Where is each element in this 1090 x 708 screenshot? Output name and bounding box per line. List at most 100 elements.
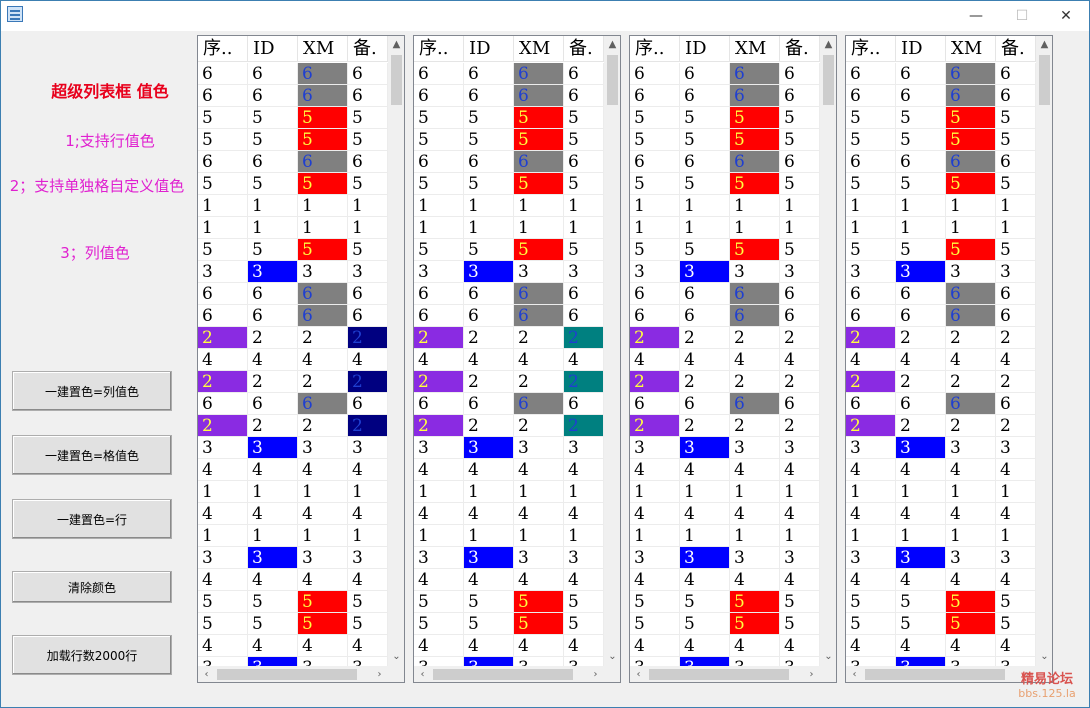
table-cell[interactable]: 4 [248,503,298,525]
table-cell[interactable]: 4 [780,349,820,371]
table-cell[interactable]: 3 [198,437,248,459]
table-cell[interactable]: 1 [514,525,564,547]
table-cell[interactable]: 4 [348,503,388,525]
table-cell[interactable]: 1 [730,217,780,239]
table-cell[interactable]: 2 [680,327,730,349]
table-cell[interactable]: 6 [946,63,996,85]
table-cell[interactable]: 6 [514,283,564,305]
table-cell[interactable]: 6 [680,85,730,107]
horizontal-scrollbar[interactable]: ‹ › [630,666,820,682]
table-cell[interactable]: 5 [680,129,730,151]
vertical-scrollbar[interactable]: ▲ ⌄ [388,36,404,666]
table-cell[interactable]: 3 [414,261,464,283]
table-cell[interactable]: 3 [464,437,514,459]
table-cell[interactable]: 6 [514,305,564,327]
table-cell[interactable]: 6 [630,283,680,305]
scroll-left-icon[interactable]: ‹ [636,669,641,680]
table-cell[interactable]: 3 [780,437,820,459]
table-cell[interactable]: 2 [630,327,680,349]
table-cell[interactable]: 5 [414,173,464,195]
table-cell[interactable]: 4 [630,349,680,371]
table-cell[interactable]: 5 [348,173,388,195]
table-cell[interactable]: 2 [298,415,348,437]
table-cell[interactable]: 2 [780,371,820,393]
table-cell[interactable]: 4 [946,635,996,657]
scroll-down-icon[interactable]: ⌄ [1040,651,1049,662]
table-cell[interactable]: 2 [348,327,388,349]
table-cell[interactable]: 5 [730,591,780,613]
table-cell[interactable]: 1 [680,525,730,547]
column-header[interactable]: 备. [564,36,604,62]
table-cell[interactable]: 6 [514,63,564,85]
table-cell[interactable]: 6 [680,393,730,415]
table-cell[interactable]: 6 [514,151,564,173]
horizontal-scrollbar[interactable]: ‹ › [414,666,604,682]
table-cell[interactable]: 1 [564,525,604,547]
table-cell[interactable]: 6 [780,393,820,415]
table-cell[interactable]: 4 [298,503,348,525]
table-cell[interactable]: 4 [564,635,604,657]
table-cell[interactable]: 5 [780,591,820,613]
grid-3[interactable]: 序.. ID XM 备. 6 6 6 6 6 6 6 6 5 5 5 5 5 5 5 5 6 6 6 6 5 5 5 5 1 1 1 1 1 1 1… [629,35,837,683]
table-cell[interactable]: 6 [730,63,780,85]
table-cell[interactable]: 6 [414,63,464,85]
table-cell[interactable]: 1 [896,525,946,547]
table-cell[interactable]: 4 [630,459,680,481]
table-cell[interactable]: 1 [946,195,996,217]
table-cell[interactable]: 4 [514,459,564,481]
table-cell[interactable]: 6 [946,151,996,173]
column-header[interactable]: 序.. [198,36,248,62]
table-cell[interactable]: 3 [896,261,946,283]
table-cell[interactable]: 1 [996,217,1036,239]
table-cell[interactable]: 5 [780,613,820,635]
table-cell[interactable]: 4 [464,635,514,657]
table-cell[interactable]: 6 [464,63,514,85]
table-cell[interactable]: 4 [680,635,730,657]
table-cell[interactable]: 1 [846,217,896,239]
table-cell[interactable]: 4 [946,503,996,525]
table-cell[interactable]: 6 [464,151,514,173]
table-cell[interactable]: 5 [248,129,298,151]
horizontal-scrollbar[interactable]: ‹ › [198,666,388,682]
table-cell[interactable]: 3 [564,437,604,459]
grid-2[interactable]: 序.. ID XM 备. 6 6 6 6 6 6 6 6 5 5 5 5 5 5 5 5 6 6 6 6 5 5 5 5 1 1 1 1 1 1 1… [413,35,621,683]
table-cell[interactable]: 4 [298,459,348,481]
table-cell[interactable]: 3 [198,261,248,283]
table-cell[interactable]: 3 [896,547,946,569]
table-cell[interactable]: 2 [846,327,896,349]
table-cell[interactable]: 3 [198,547,248,569]
table-cell[interactable]: 4 [996,459,1036,481]
table-cell[interactable]: 5 [680,107,730,129]
table-cell[interactable]: 6 [896,283,946,305]
table-cell[interactable]: 6 [846,305,896,327]
table-cell[interactable]: 6 [846,283,896,305]
table-cell[interactable]: 6 [630,85,680,107]
table-cell[interactable]: 6 [248,393,298,415]
table-cell[interactable]: 4 [248,569,298,591]
table-cell[interactable]: 3 [514,547,564,569]
table-cell[interactable]: 4 [414,569,464,591]
table-cell[interactable]: 6 [780,63,820,85]
table-cell[interactable]: 3 [248,437,298,459]
table-cell[interactable]: 5 [514,239,564,261]
table-cell[interactable]: 5 [946,591,996,613]
table-cell[interactable]: 6 [946,283,996,305]
table-cell[interactable]: 6 [248,63,298,85]
